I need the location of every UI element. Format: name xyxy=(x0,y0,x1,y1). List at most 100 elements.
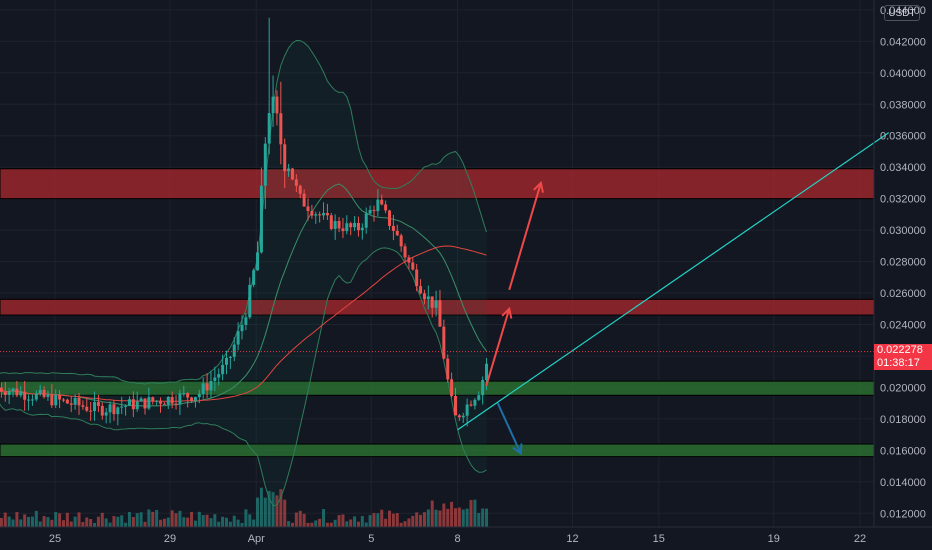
volume-bar xyxy=(372,513,376,527)
volume-bar xyxy=(298,510,302,527)
price-tick-label: 0.034000 xyxy=(880,162,926,174)
candle-body xyxy=(403,246,407,258)
current-price-badge: 0.022278 01:38:17 xyxy=(874,343,932,370)
candle-body xyxy=(3,391,7,396)
volume-bar xyxy=(77,512,81,527)
candle-body xyxy=(116,407,120,415)
time-tick-label: 25 xyxy=(49,533,61,545)
volume-bar xyxy=(42,516,46,527)
volume-bar xyxy=(419,514,423,527)
volume-bar xyxy=(38,521,42,527)
volume-bar xyxy=(368,515,372,527)
candle-body xyxy=(310,210,314,216)
volume-bar xyxy=(221,516,225,527)
candle-body xyxy=(201,383,205,394)
candle-body xyxy=(298,185,302,194)
candle-body xyxy=(209,381,213,391)
candle-body xyxy=(415,269,419,287)
candle-body xyxy=(124,405,128,407)
candle-body xyxy=(139,398,143,402)
candle-body xyxy=(228,356,232,358)
candle-body xyxy=(446,358,450,380)
price-tick-label: 0.036000 xyxy=(880,131,926,143)
candle-body xyxy=(372,209,376,212)
volume-bar xyxy=(205,514,209,527)
volume-bar xyxy=(240,522,244,527)
volume-bar xyxy=(450,501,454,527)
candle-body xyxy=(81,405,85,407)
candle-body xyxy=(46,394,50,397)
zone-support-lower xyxy=(0,443,875,458)
time-tick-label: 8 xyxy=(454,533,460,545)
candle-body xyxy=(259,185,263,253)
volume-bar xyxy=(341,514,345,527)
volume-bar xyxy=(434,509,438,527)
candle-body xyxy=(77,397,81,406)
candle-body xyxy=(279,113,283,145)
candle-body xyxy=(356,222,360,231)
volume-bar xyxy=(302,513,306,527)
candle-body xyxy=(54,394,58,406)
volume-bar xyxy=(481,508,485,527)
volume-bar xyxy=(27,516,31,527)
candle-body xyxy=(333,220,337,229)
price-tick-label: 0.040000 xyxy=(880,68,926,80)
candle-body xyxy=(85,406,89,411)
candle-body xyxy=(252,270,256,285)
volume-bar xyxy=(127,511,131,527)
candlesticks xyxy=(0,17,489,427)
price-tick-label: 0.014000 xyxy=(880,477,926,489)
candle-body xyxy=(89,410,93,412)
volume-bar xyxy=(306,522,310,527)
time-tick-label: 12 xyxy=(566,533,578,545)
volume-bar xyxy=(322,509,326,527)
price-tick-label: 0.030000 xyxy=(880,225,926,237)
price-tick-label: 0.018000 xyxy=(880,414,926,426)
candle-body xyxy=(368,209,372,214)
candle-body xyxy=(364,213,368,228)
candle-body xyxy=(256,252,260,271)
candle-body xyxy=(186,393,190,398)
currency-label[interactable]: USDT xyxy=(884,5,920,21)
volume-bar xyxy=(19,519,23,527)
candle-body xyxy=(131,399,135,410)
volume-bar xyxy=(337,515,341,527)
volume-bar xyxy=(174,513,178,527)
volume-bar xyxy=(151,511,155,527)
drawings xyxy=(0,132,890,456)
price-tick-label: 0.020000 xyxy=(880,382,926,394)
volume-bar xyxy=(232,515,236,527)
candle-body xyxy=(430,296,434,308)
time-tick-label: Apr xyxy=(248,533,265,545)
candle-body xyxy=(155,400,159,402)
arrow-up-shaft xyxy=(508,182,542,291)
candle-body xyxy=(341,228,345,232)
candle-body xyxy=(11,388,15,392)
volume-bar xyxy=(15,512,19,527)
volume-bar xyxy=(473,499,477,527)
volume-bar xyxy=(197,511,201,527)
volume-bar xyxy=(318,518,322,527)
volume-bar xyxy=(73,516,77,527)
candle-body xyxy=(38,389,42,394)
volume-bar xyxy=(395,513,399,527)
candle-body xyxy=(263,143,267,186)
time-tick-label: 19 xyxy=(768,533,780,545)
candle-body xyxy=(50,394,54,406)
candle-body xyxy=(325,212,329,216)
candle-body xyxy=(0,387,3,392)
time-axis[interactable]: 25 29 Apr 5 8 12 15 19 22 xyxy=(49,533,866,545)
volume-bar xyxy=(236,519,240,527)
volume-bar xyxy=(143,521,147,527)
candle-body xyxy=(322,212,326,216)
volume-bar xyxy=(446,508,450,527)
price-tick-label: 0.012000 xyxy=(880,508,926,520)
candle-body xyxy=(473,399,477,406)
volume-bar xyxy=(275,495,279,527)
volume-bar xyxy=(256,497,260,527)
price-tick-label: 0.044000 xyxy=(880,5,926,17)
candle-body xyxy=(275,96,279,114)
volume-bar xyxy=(201,514,205,527)
candle-body xyxy=(391,225,395,231)
